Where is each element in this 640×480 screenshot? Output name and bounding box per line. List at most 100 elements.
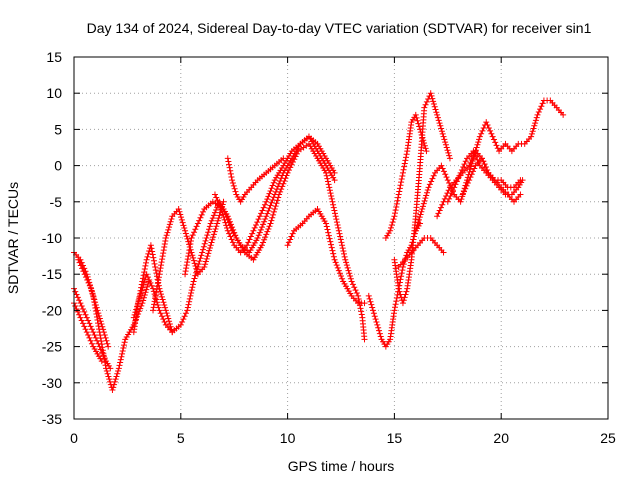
data-point-marker <box>255 232 262 239</box>
data-point-marker <box>421 142 428 149</box>
data-point-marker <box>148 282 155 289</box>
data-point-marker <box>346 270 353 277</box>
data-point-marker <box>168 215 175 222</box>
data-point-marker <box>387 224 394 231</box>
data-point-marker <box>135 297 142 304</box>
data-point-marker <box>355 296 362 303</box>
data-point-marker <box>365 292 372 299</box>
data-point-marker <box>444 198 451 205</box>
data-point-marker <box>336 230 343 237</box>
data-point-marker <box>138 284 145 291</box>
data-point-marker <box>265 207 272 214</box>
data-point-marker <box>338 239 345 246</box>
data-point-marker <box>150 254 157 261</box>
data-point-marker <box>262 215 269 222</box>
data-point-marker <box>169 329 176 336</box>
y-tick-label: 15 <box>46 49 62 65</box>
data-point-marker <box>157 288 164 295</box>
data-point-marker <box>156 271 163 278</box>
data-point-marker <box>341 253 348 260</box>
data-point-marker <box>269 182 276 189</box>
y-tick-label: -15 <box>42 266 62 282</box>
data-point-marker <box>268 199 275 206</box>
data-point-marker <box>76 259 83 266</box>
data-point-marker <box>456 172 463 179</box>
data-point-marker <box>272 188 279 195</box>
data-point-marker <box>229 179 236 186</box>
data-point-marker <box>352 287 359 294</box>
data-point-marker <box>416 123 423 130</box>
data-point-marker <box>155 277 162 284</box>
data-point-marker <box>272 203 279 210</box>
y-tick-label: -20 <box>42 302 62 318</box>
data-point-marker <box>98 358 105 365</box>
data-point-marker <box>399 172 406 179</box>
y-tick-label: -35 <box>42 411 62 427</box>
data-point-marker <box>200 208 207 215</box>
data-point-marker <box>517 191 524 198</box>
data-point-marker <box>462 158 469 165</box>
data-point-marker <box>439 130 446 137</box>
data-point-marker <box>537 106 544 113</box>
data-point-marker <box>79 265 86 272</box>
data-point-marker <box>436 207 443 214</box>
data-point-marker <box>117 359 124 366</box>
data-point-marker <box>166 318 173 325</box>
data-point-marker <box>323 169 330 176</box>
data-point-marker <box>479 127 486 134</box>
data-point-marker <box>398 176 405 183</box>
data-point-marker <box>204 253 211 260</box>
data-point-marker <box>146 276 153 283</box>
data-point-marker <box>266 223 273 230</box>
data-point-marker <box>436 120 443 127</box>
data-point-marker <box>401 160 408 167</box>
data-point-marker <box>247 233 254 240</box>
data-point-marker <box>220 198 227 205</box>
data-point-marker <box>213 194 220 201</box>
data-point-marker <box>79 320 86 327</box>
x-tick-label: 25 <box>600 430 616 446</box>
data-point-marker <box>251 224 258 231</box>
data-point-marker <box>434 114 441 121</box>
data-point-marker <box>331 207 338 214</box>
data-point-marker <box>267 187 274 194</box>
data-point-marker <box>193 223 200 230</box>
data-point-marker <box>361 300 368 307</box>
data-point-marker <box>260 204 267 211</box>
data-point-marker <box>435 117 442 124</box>
data-point-marker <box>326 235 333 242</box>
data-point-marker <box>288 233 295 240</box>
data-point-marker <box>93 304 100 311</box>
data-point-marker <box>560 111 567 118</box>
data-point-marker <box>96 343 103 350</box>
data-point-marker <box>167 323 174 330</box>
series-arc-6 <box>130 242 176 336</box>
data-point-marker <box>530 125 537 132</box>
data-point-marker <box>162 304 169 311</box>
data-point-marker <box>152 267 159 274</box>
data-point-marker <box>162 307 169 314</box>
data-point-marker <box>257 226 264 233</box>
data-point-marker <box>86 334 93 341</box>
data-point-marker <box>89 291 96 298</box>
data-point-marker <box>324 178 331 185</box>
data-point-marker <box>192 263 199 270</box>
data-point-marker <box>82 326 89 333</box>
series-trace <box>398 237 444 268</box>
data-point-marker <box>191 260 198 267</box>
data-point-marker <box>92 301 99 308</box>
data-point-marker <box>152 263 159 270</box>
data-point-marker <box>90 293 97 300</box>
data-point-marker <box>183 262 190 269</box>
data-point-marker <box>323 223 330 230</box>
data-point-marker <box>343 259 350 266</box>
data-point-marker <box>227 170 234 177</box>
data-point-marker <box>276 180 283 187</box>
data-point-marker <box>152 295 159 302</box>
data-point-marker <box>196 258 203 265</box>
data-point-marker <box>158 259 165 266</box>
data-point-marker <box>106 376 113 383</box>
data-point-marker <box>76 311 83 318</box>
data-point-marker <box>415 219 422 226</box>
data-point-marker <box>119 350 126 357</box>
